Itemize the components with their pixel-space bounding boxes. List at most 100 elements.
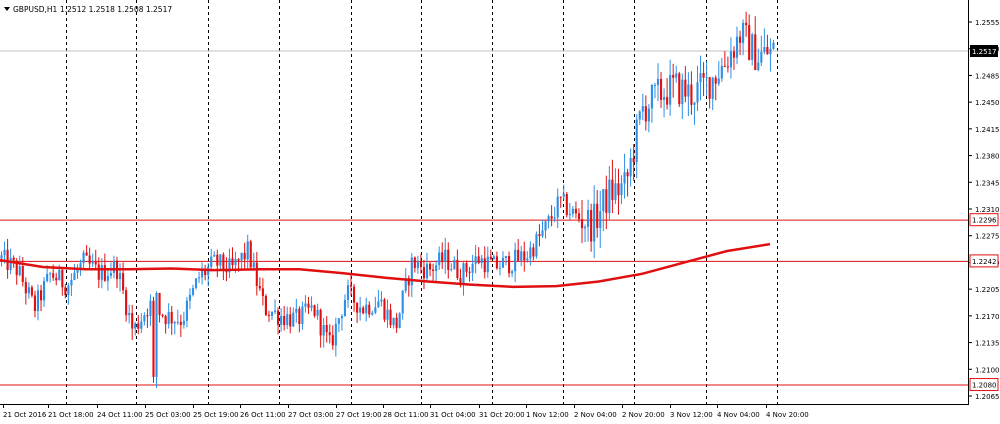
candle: [386, 299, 389, 328]
time-label-1: 21 Oct 18:00: [48, 411, 94, 419]
candle: [659, 71, 663, 108]
candle: [316, 303, 319, 320]
candle: [401, 289, 404, 320]
candle: [705, 61, 708, 96]
candle: [395, 313, 398, 334]
candle: [729, 37, 732, 79]
candle: [587, 199, 590, 242]
candle: [322, 317, 325, 348]
price-label-2: 1.2242: [969, 254, 999, 268]
candle: [283, 305, 286, 331]
candle: [292, 307, 295, 328]
candle: [772, 39, 775, 50]
candle: [216, 249, 219, 278]
price-label-3: 1.2080: [969, 378, 999, 392]
candle: [222, 252, 225, 281]
candle: [36, 284, 40, 321]
candle: [583, 224, 587, 243]
candle: [708, 77, 711, 109]
price-label-text-2: 1.2242: [972, 258, 997, 266]
candle: [678, 71, 681, 107]
price-tick-label-5: 1.2380: [975, 153, 1000, 161]
price-label-0: 1.2517: [970, 45, 998, 58]
candle: [486, 246, 489, 278]
candle: [228, 248, 231, 279]
candle: [307, 297, 310, 314]
candle: [319, 308, 322, 348]
candle: [720, 57, 723, 82]
candle: [681, 73, 684, 119]
candle: [173, 320, 176, 335]
price-tick-label-10: 1.2205: [975, 286, 1000, 294]
candle: [179, 314, 182, 337]
candle: [754, 16, 757, 71]
candle: [246, 234, 249, 271]
candle: [444, 237, 447, 274]
candle: [571, 206, 574, 218]
candle: [328, 324, 331, 344]
time-label-6: 27 Oct 03:00: [288, 411, 334, 419]
candle: [568, 202, 571, 220]
candle: [55, 272, 58, 286]
candle: [726, 56, 729, 73]
candle: [605, 175, 608, 230]
candle: [769, 38, 772, 72]
candle: [529, 241, 532, 266]
candle: [158, 292, 161, 323]
candle: [526, 251, 529, 263]
candle: [738, 30, 742, 56]
candle: [0, 251, 3, 267]
candle: [149, 294, 152, 327]
candle: [39, 284, 43, 312]
time-label-15: 4 Nov 04:00: [717, 411, 760, 419]
candle: [675, 65, 678, 83]
price-tick-label-11: 1.2170: [975, 313, 1000, 321]
candle: [672, 63, 675, 98]
triangle-down-icon[interactable]: [4, 7, 10, 11]
candle: [559, 196, 562, 208]
candle: [580, 199, 584, 244]
candle: [18, 255, 21, 277]
time-label-5: 26 Oct 11:00: [240, 411, 286, 419]
candle: [301, 301, 304, 330]
candle: [201, 262, 204, 285]
candle: [453, 256, 456, 270]
time-label-13: 2 Nov 20:00: [622, 411, 665, 419]
candle: [365, 297, 368, 322]
candle: [188, 288, 192, 310]
candle: [310, 296, 313, 312]
candle: [462, 260, 465, 296]
candle: [620, 175, 623, 204]
time-label-0: 21 Oct 2016: [3, 411, 47, 419]
candle: [492, 254, 495, 260]
candle: [669, 59, 672, 116]
price-tick-label-2: 1.2485: [975, 72, 1000, 80]
candle: [556, 188, 559, 228]
candle: [128, 304, 131, 324]
candle: [106, 270, 109, 291]
candle: [410, 253, 413, 298]
candle: [608, 166, 611, 221]
time-label-10: 31 Oct 20:00: [479, 411, 525, 419]
candle: [334, 317, 337, 357]
candle: [100, 258, 103, 289]
candle: [91, 253, 94, 268]
candle: [191, 284, 195, 297]
candle: [611, 159, 614, 214]
price-label-text-1: 1.2296: [972, 217, 997, 225]
candle: [647, 104, 650, 133]
candle: [33, 290, 37, 318]
candle: [483, 246, 486, 279]
price-tick-label-4: 1.2415: [975, 126, 1000, 134]
candle: [416, 255, 419, 274]
price-label-text-3: 1.2080: [972, 382, 997, 390]
candle: [760, 35, 763, 67]
candle: [346, 279, 350, 308]
candle: [343, 294, 347, 317]
candle: [170, 306, 173, 335]
candle: [146, 308, 149, 328]
candle: [167, 303, 170, 329]
candle: [438, 246, 441, 270]
candle: [286, 306, 289, 330]
